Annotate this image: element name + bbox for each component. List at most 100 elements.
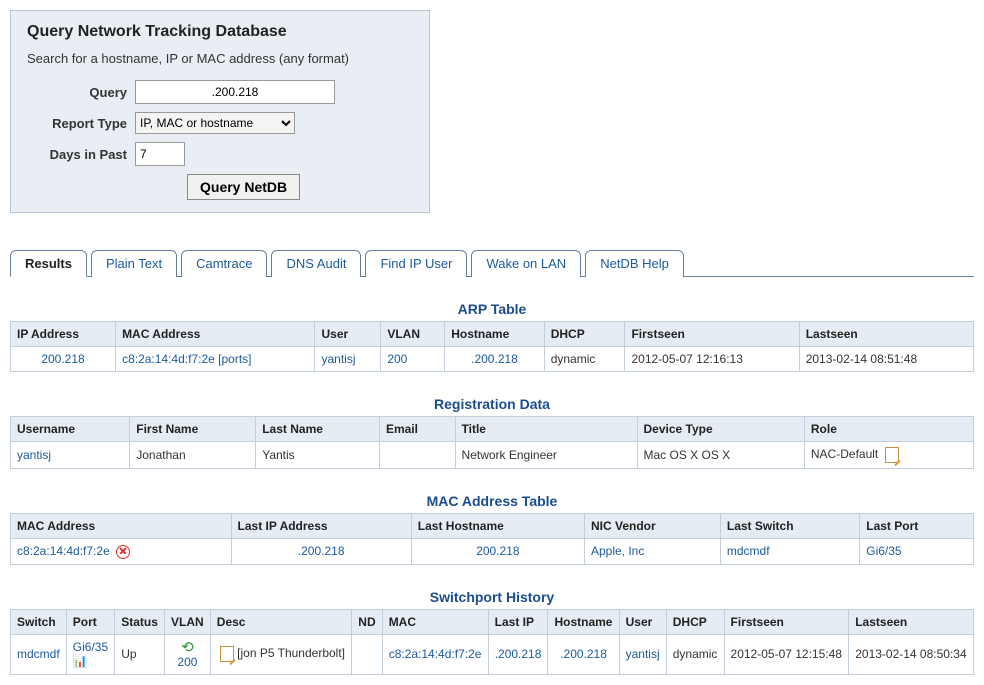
reg-th-username: Username — [11, 417, 130, 442]
tab-camtrace[interactable]: Camtrace — [181, 250, 267, 277]
query-panel: Query Network Tracking Database Search f… — [10, 10, 430, 213]
tab-dns-audit[interactable]: DNS Audit — [271, 250, 361, 277]
arp-mac-link[interactable]: c8:2a:14:4d:f7:2e [ports] — [122, 352, 251, 366]
reg-row: yantisj Jonathan Yantis Network Engineer… — [11, 442, 974, 469]
mac-ip-link[interactable]: .200.218 — [298, 544, 345, 558]
sph-th-switch: Switch — [11, 609, 67, 634]
report-type-select[interactable]: IP, MAC or hostname — [135, 112, 295, 134]
sph-th-port: Port — [66, 609, 114, 634]
mac-switch-link[interactable]: mdcmdf — [727, 544, 770, 558]
arp-ip-link[interactable]: 200.218 — [41, 352, 84, 366]
sph-th-firstseen: Firstseen — [724, 609, 849, 634]
arp-th-vlan: VLAN — [381, 322, 445, 347]
sph-dhcp: dynamic — [666, 634, 724, 674]
arp-vlan-link[interactable]: 200 — [387, 352, 407, 366]
mac-th-switch: Last Switch — [720, 514, 859, 539]
sph-switch-link[interactable]: mdcmdf — [17, 647, 60, 661]
arp-table: IP Address MAC Address User VLAN Hostnam… — [10, 321, 974, 372]
sph-nd — [352, 634, 382, 674]
arp-row: 200.218 c8:2a:14:4d:f7:2e [ports] yantis… — [11, 347, 974, 372]
arp-user-link[interactable]: yantisj — [321, 352, 355, 366]
sph-th-user: User — [619, 609, 666, 634]
sph-th-vlan: VLAN — [165, 609, 211, 634]
sph-th-desc: Desc — [210, 609, 351, 634]
arp-firstseen: 2012-05-07 12:16:13 — [625, 347, 799, 372]
arp-th-lastseen: Lastseen — [799, 322, 973, 347]
sph-table: Switch Port Status VLAN Desc ND MAC Last… — [10, 609, 974, 675]
reg-table: Username First Name Last Name Email Titl… — [10, 416, 974, 469]
arp-section-title: ARP Table — [10, 301, 974, 317]
arp-th-mac: MAC Address — [116, 322, 315, 347]
sph-th-lastseen: Lastseen — [849, 609, 974, 634]
arp-dhcp: dynamic — [544, 347, 625, 372]
reg-section-title: Registration Data — [10, 396, 974, 412]
sph-row: mdcmdf Gi6/35 📊 Up ⟲ 200 [jon P5 Thunder… — [11, 634, 974, 674]
sph-mac-link[interactable]: c8:2a:14:4d:f7:2e — [389, 647, 482, 661]
mac-section-title: MAC Address Table — [10, 493, 974, 509]
mac-th-mac: MAC Address — [11, 514, 232, 539]
sph-th-mac: MAC — [382, 609, 488, 634]
reg-device: Mac OS X OS X — [637, 442, 804, 469]
sph-desc: [jon P5 Thunderbolt] — [237, 647, 345, 661]
sph-port-link[interactable]: Gi6/35 — [73, 640, 108, 654]
arp-host-link[interactable]: .200.218 — [471, 352, 518, 366]
tab-plain-text[interactable]: Plain Text — [91, 250, 177, 277]
reg-th-device: Device Type — [637, 417, 804, 442]
sph-section-title: Switchport History — [10, 589, 974, 605]
mac-table: MAC Address Last IP Address Last Hostnam… — [10, 513, 974, 565]
sph-lastseen: 2013-02-14 08:50:34 — [849, 634, 974, 674]
query-submit-button[interactable]: Query NetDB — [187, 174, 300, 200]
query-label: Query — [27, 85, 127, 100]
sph-lastip-link[interactable]: .200.218 — [495, 647, 542, 661]
sph-firstseen: 2012-05-07 12:15:48 — [724, 634, 849, 674]
desc-edit-icon[interactable] — [220, 646, 234, 662]
report-type-label: Report Type — [27, 116, 127, 131]
arp-th-hostname: Hostname — [445, 322, 544, 347]
tab-bar: Results Plain Text Camtrace DNS Audit Fi… — [10, 249, 974, 277]
sph-th-nd: ND — [352, 609, 382, 634]
mac-host-link[interactable]: 200.218 — [476, 544, 519, 558]
reg-th-title: Title — [455, 417, 637, 442]
mac-th-vendor: NIC Vendor — [584, 514, 720, 539]
tab-wake-on-lan[interactable]: Wake on LAN — [471, 250, 581, 277]
tab-netdb-help[interactable]: NetDB Help — [585, 250, 684, 277]
days-input[interactable] — [135, 142, 185, 166]
reg-email — [379, 442, 455, 469]
mac-th-hostname: Last Hostname — [411, 514, 584, 539]
arp-th-dhcp: DHCP — [544, 322, 625, 347]
panel-subtitle: Search for a hostname, IP or MAC address… — [27, 51, 413, 66]
reg-first: Jonathan — [130, 442, 256, 469]
sph-th-lastip: Last IP — [488, 609, 548, 634]
reg-title: Network Engineer — [455, 442, 637, 469]
mac-mac-link[interactable]: c8:2a:14:4d:f7:2e — [17, 544, 110, 558]
sph-th-dhcp: DHCP — [666, 609, 724, 634]
panel-title: Query Network Tracking Database — [27, 23, 413, 41]
tab-results[interactable]: Results — [10, 250, 87, 277]
delete-icon[interactable] — [116, 545, 130, 559]
query-input[interactable] — [135, 80, 335, 104]
sph-vlan-link[interactable]: 200 — [177, 655, 197, 669]
reg-username-link[interactable]: yantisj — [17, 448, 51, 462]
edit-icon[interactable] — [885, 447, 899, 463]
arp-th-firstseen: Firstseen — [625, 322, 799, 347]
tab-find-ip-user[interactable]: Find IP User — [365, 250, 467, 277]
chart-icon[interactable]: 📊 — [73, 655, 88, 667]
arp-th-user: User — [315, 322, 381, 347]
refresh-icon[interactable]: ⟲ — [181, 640, 194, 655]
sph-th-status: Status — [115, 609, 165, 634]
reg-th-last: Last Name — [256, 417, 380, 442]
mac-vendor-link[interactable]: Apple, Inc — [591, 544, 644, 558]
sph-th-hostname: Hostname — [548, 609, 619, 634]
reg-role: NAC-Default — [811, 447, 878, 461]
sph-host-link[interactable]: .200.218 — [560, 647, 607, 661]
reg-th-first: First Name — [130, 417, 256, 442]
mac-th-port: Last Port — [860, 514, 974, 539]
reg-th-role: Role — [804, 417, 973, 442]
sph-user-link[interactable]: yantisj — [626, 647, 660, 661]
reg-last: Yantis — [256, 442, 380, 469]
mac-row: c8:2a:14:4d:f7:2e .200.218 200.218 Apple… — [11, 539, 974, 565]
arp-th-ip: IP Address — [11, 322, 116, 347]
arp-lastseen: 2013-02-14 08:51:48 — [799, 347, 973, 372]
sph-status: Up — [115, 634, 165, 674]
mac-port-link[interactable]: Gi6/35 — [866, 544, 901, 558]
